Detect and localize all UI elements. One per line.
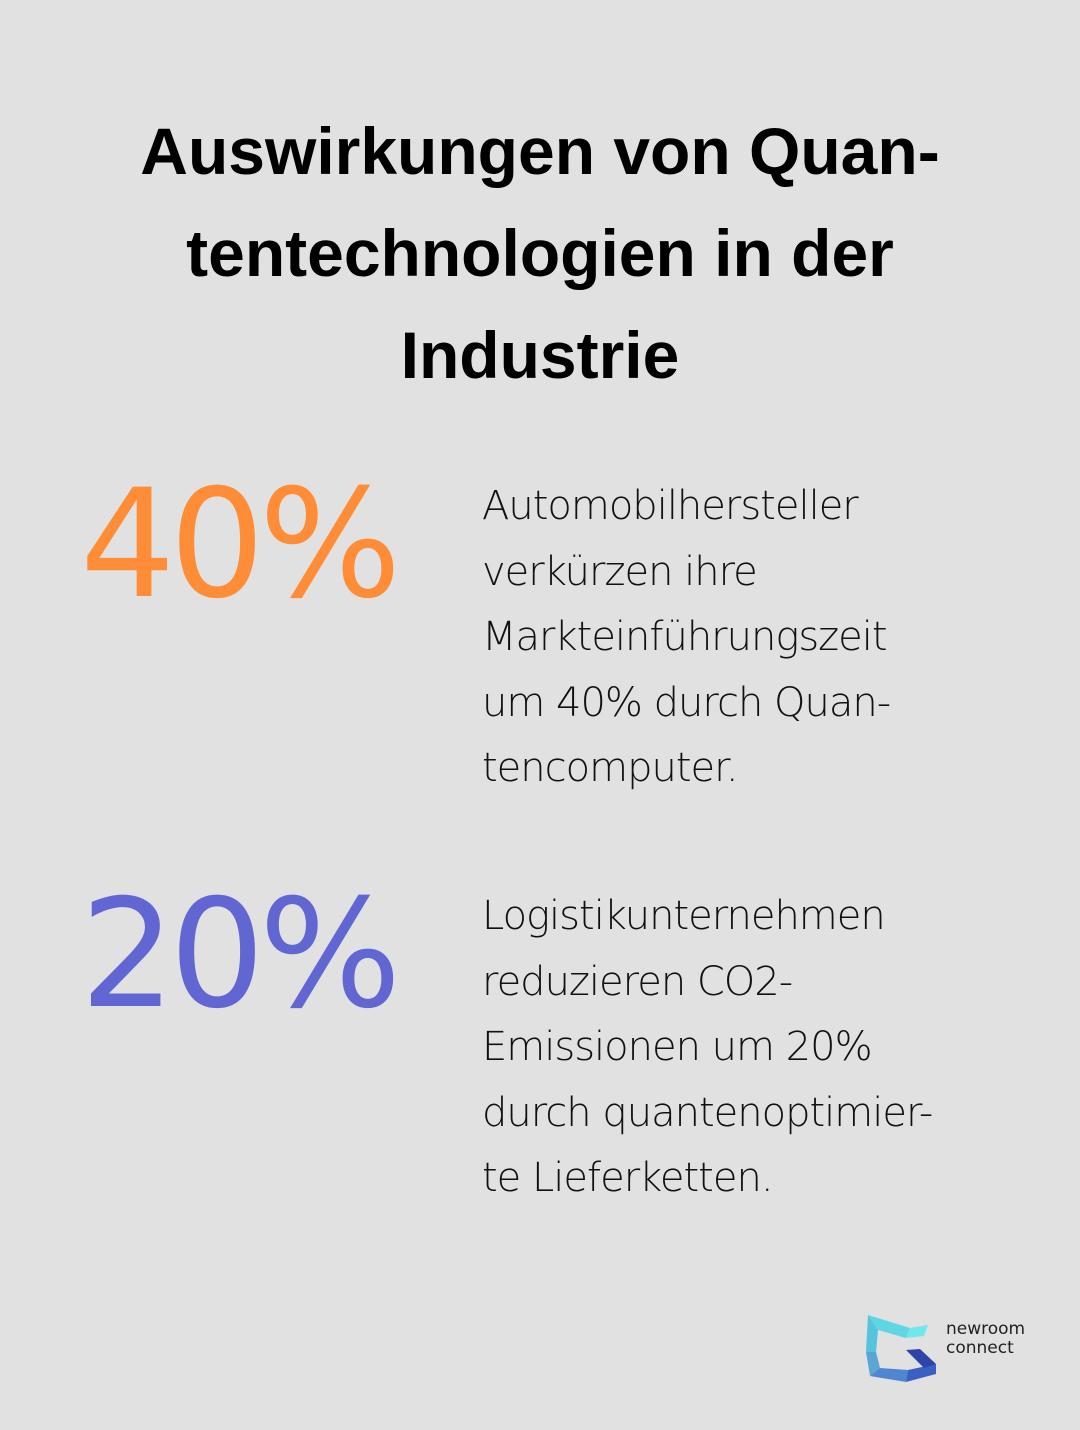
title-line-1: Auswirkungen von Quan-	[140, 114, 940, 188]
desc-2-line-5: te Lieferketten.	[482, 1155, 774, 1201]
desc-2-line-2: reduzieren CO2-	[482, 958, 793, 1005]
logo-text: newroom connect	[946, 1320, 1025, 1358]
newroom-connect-logo: newroom connect	[866, 1312, 1046, 1392]
stat-value-20: 20%	[80, 868, 401, 1042]
desc-2-line-3: Emissionen um 20%	[482, 1024, 873, 1070]
logo-text-line-2: connect	[946, 1338, 1014, 1358]
newroom-connect-logo-icon	[866, 1315, 936, 1382]
stat-value-40: 40%	[80, 458, 401, 632]
desc-1-line-4: um 40% durch Quan-	[482, 679, 891, 726]
desc-1-line-2: verkürzen ihre	[482, 548, 758, 595]
desc-1-line-1: Automobilhersteller	[482, 483, 859, 529]
desc-1-line-5: tencomputer.	[482, 745, 739, 791]
title-line-2: tentechnologien in der	[186, 216, 894, 290]
page-title: Auswirkungen von Quan- tentechnologien i…	[40, 100, 1040, 406]
desc-2-line-1: Logistikunternehmen	[482, 893, 886, 939]
logo-text-line-1: newroom	[946, 1319, 1026, 1339]
title-line-3: Industrie	[400, 318, 680, 392]
desc-2-line-4: durch quantenoptimier-	[482, 1089, 933, 1136]
stat-description-2: Logistikunternehmen reduzieren CO2- Emis…	[482, 884, 1062, 1212]
stat-description-1: Automobilhersteller verkürzen ihre Markt…	[482, 474, 1062, 802]
desc-1-line-3: Markteinführungszeit	[482, 614, 888, 660]
